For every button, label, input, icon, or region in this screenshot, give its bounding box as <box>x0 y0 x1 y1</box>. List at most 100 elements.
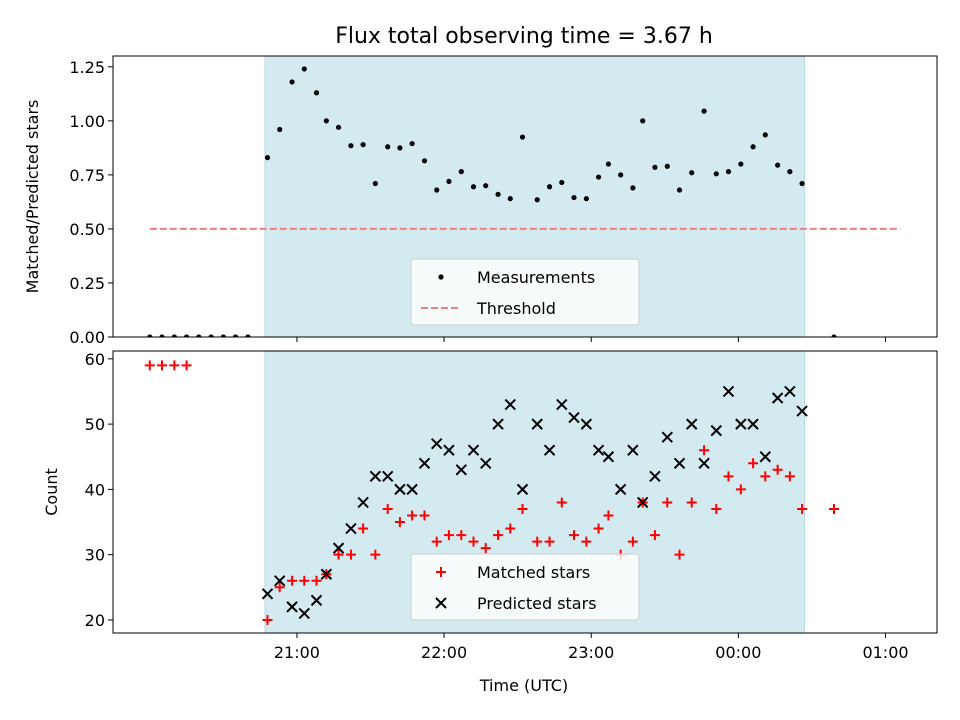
measurements-point <box>750 144 756 150</box>
panel-counts: 20 30 40 50 60 21:00 22:00 23:00 00:00 01:00 Count… <box>42 350 938 662</box>
measurements-point <box>147 334 153 337</box>
measurements-point <box>301 66 307 72</box>
measurements-point <box>409 140 415 147</box>
predicted-stars-point <box>592 444 605 456</box>
matched-stars-point <box>711 503 722 514</box>
measurements-point <box>762 132 768 138</box>
matched-stars-point <box>674 549 685 560</box>
legend-label: Threshold <box>476 299 556 318</box>
predicted-stars-point <box>580 418 593 430</box>
predicted-stars-point <box>661 431 673 443</box>
measurements-point <box>738 161 744 167</box>
measurements-point <box>618 172 624 178</box>
matched-stars-point <box>299 575 310 586</box>
measurements-point <box>483 183 489 189</box>
measurements-point <box>385 144 391 150</box>
measurements-point <box>159 334 165 337</box>
matched-stars-point <box>735 484 746 495</box>
matched-stars-point <box>649 530 660 541</box>
measurements-point <box>372 180 378 187</box>
matched-stars-point <box>686 497 697 508</box>
measurements-point <box>171 334 177 337</box>
measurements-point <box>323 118 329 124</box>
predicted-stars-point <box>492 418 504 430</box>
axes-frame <box>112 350 938 634</box>
matched-stars-point <box>262 614 273 625</box>
measurements-point <box>245 334 251 337</box>
matched-stars-point <box>517 503 528 514</box>
predicted-stars-point <box>649 470 661 483</box>
matched-stars-point <box>468 536 479 547</box>
matched-stars-point <box>144 360 155 371</box>
panel-ratio: 0.00 0.25 0.50 0.75 1.00 1.25 Matched/Predicte… <box>23 55 938 347</box>
matched-stars-point <box>699 445 710 456</box>
predicted-stars-point <box>332 542 345 554</box>
measurements-point <box>676 187 683 193</box>
y-tick-label: 40 <box>85 480 105 499</box>
matched-stars-point <box>370 549 381 560</box>
measurements-point <box>289 79 295 85</box>
measurements-point <box>725 169 732 175</box>
measurements-point <box>313 90 320 96</box>
measurements-point <box>264 154 271 161</box>
measurements-point <box>713 171 719 177</box>
predicted-stars-point <box>516 483 529 496</box>
predicted-stars-point <box>443 444 455 456</box>
legend-box <box>410 553 640 621</box>
matched-stars-point <box>419 510 430 521</box>
measurements-point <box>583 196 589 202</box>
predicted-stars-point <box>614 483 627 496</box>
measurements-point <box>652 164 658 170</box>
x-tick-label: 23:00 <box>568 643 614 662</box>
predicted-stars-point <box>418 457 431 469</box>
measurements-point <box>470 184 477 190</box>
legend-label: Matched stars <box>477 563 590 582</box>
predicted-stars-point <box>345 522 357 535</box>
measurements-point <box>232 334 239 337</box>
measurements-point <box>519 134 526 140</box>
matched-stars-point <box>443 530 454 541</box>
predicted-stars-point <box>382 470 394 483</box>
measurements-point <box>787 169 793 175</box>
predicted-stars-point <box>759 451 771 463</box>
matched-stars-point <box>480 543 491 554</box>
predicted-stars-point <box>771 392 784 404</box>
predicted-stars-point <box>431 437 443 450</box>
measurements-point <box>397 145 403 151</box>
x-tick-label: 21:00 <box>274 643 320 662</box>
measurements-point <box>640 118 646 124</box>
predicted-stars-point <box>467 444 480 456</box>
legend-swatch <box>436 567 446 577</box>
matched-stars-point <box>581 536 592 547</box>
x-axis-label: Time (UTC) <box>479 676 568 695</box>
matched-stars-point <box>382 503 393 514</box>
matched-stars-point <box>493 530 504 541</box>
predicted-stars-point <box>261 588 274 600</box>
matched-stars-point <box>333 549 344 560</box>
y-axis-label: Matched/Predicted stars <box>23 100 42 294</box>
matched-stars-point <box>627 536 638 547</box>
matched-stars-point <box>544 536 555 547</box>
data-layer <box>144 360 839 625</box>
matched-stars-point <box>593 523 604 534</box>
x-tick-label: 22:00 <box>421 643 467 662</box>
legend-label: Predicted stars <box>477 594 597 613</box>
legend-swatch <box>438 274 444 280</box>
matched-stars-point <box>568 530 579 541</box>
predicted-stars-point <box>480 457 492 469</box>
predicted-stars-point <box>394 483 406 496</box>
measurements-point <box>605 161 612 167</box>
measurements-point <box>775 162 781 168</box>
measurements-point <box>183 334 190 337</box>
predicted-stars-point <box>531 418 543 430</box>
matched-stars-point <box>394 517 405 528</box>
axes-frame <box>112 55 938 338</box>
matched-stars-point <box>287 575 298 586</box>
measurements-point <box>534 197 540 203</box>
matched-stars-point <box>407 510 418 521</box>
chart-title: Flux total observing time = 3.67 h <box>335 24 713 49</box>
measurements-point <box>277 126 283 133</box>
matched-stars-point <box>345 549 356 560</box>
measurements-point <box>664 163 670 169</box>
measurements-point <box>595 174 602 180</box>
